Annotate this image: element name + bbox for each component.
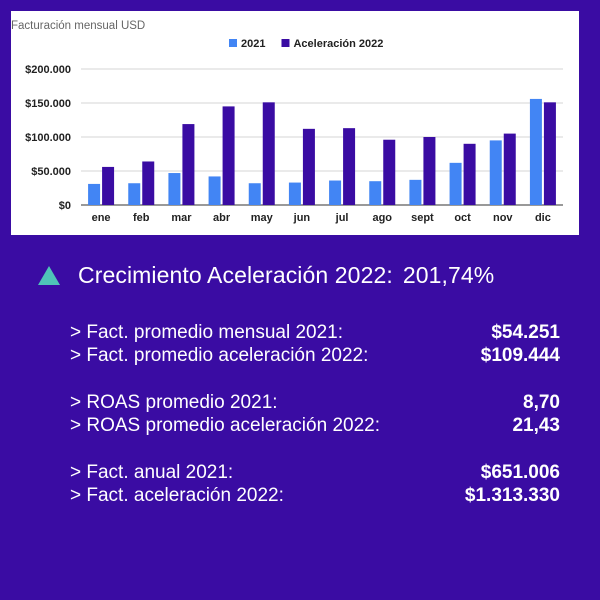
bar: [168, 173, 181, 205]
headline-value: 201,74%: [402, 261, 495, 288]
legend-swatch: [281, 39, 290, 47]
bar: [489, 140, 502, 205]
stat-group-roas: > ROAS promedio 2021: 8,70 > ROAS promed…: [70, 392, 560, 438]
bar: [409, 179, 422, 205]
bar: [529, 98, 542, 205]
stat-value: $651.006: [480, 462, 560, 483]
bar: [142, 161, 155, 205]
bar: [383, 139, 396, 205]
stat-label: > Fact. promedio mensual 2021:: [70, 322, 344, 343]
stat-value: $1.313.330: [464, 485, 560, 506]
bar: [423, 137, 436, 205]
bar: [503, 133, 516, 205]
bar: [343, 128, 356, 205]
x-tick-label: dic: [535, 212, 551, 224]
legend-label: Aceleración 2022: [293, 38, 383, 50]
stat-value: $54.251: [491, 322, 560, 343]
bar: [288, 182, 301, 205]
legend-swatch: [229, 39, 237, 47]
x-tick-label: sept: [411, 212, 434, 224]
bar: [449, 162, 462, 205]
stat-group-average-billing: > Fact. promedio mensual 2021: $54.251 >…: [70, 322, 560, 368]
y-tick-label: $150.000: [25, 98, 71, 110]
y-tick-label: $0: [59, 200, 71, 212]
x-tick-label: oct: [454, 212, 471, 224]
bar: [182, 124, 195, 205]
stat-label: > ROAS promedio 2021:: [70, 392, 278, 413]
x-tick-label: nov: [493, 212, 513, 224]
legend-label: 2021: [241, 38, 265, 50]
stat-value: 21,43: [512, 415, 560, 436]
bar: [128, 183, 141, 205]
bar-chart: Facturación mensual USD 2021 Aceleración 2…: [11, 20, 563, 224]
bar: [102, 166, 115, 205]
bar: [88, 183, 101, 205]
y-tick-label: $50.000: [31, 166, 71, 178]
y-tick-label: $200.000: [25, 64, 71, 76]
stat-label: > ROAS promedio aceleración 2022:: [70, 415, 380, 436]
bar: [262, 102, 275, 205]
headline-title: Crecimiento Aceleración 2022:: [78, 261, 393, 288]
bar: [208, 176, 221, 205]
bar: [248, 183, 261, 205]
stats-list: > Fact. promedio mensual 2021: $54.251 >…: [70, 322, 560, 532]
bar: [463, 143, 476, 205]
bar: [302, 128, 315, 205]
chart-card: Facturación mensual USD 2021 Aceleración 2…: [11, 11, 579, 235]
bar: [222, 106, 235, 205]
x-tick-label: mar: [171, 212, 192, 224]
x-tick-label: feb: [133, 212, 150, 224]
stat-value: 8,70: [523, 392, 560, 413]
bar: [329, 180, 342, 205]
y-tick-label: $100.000: [25, 132, 71, 144]
x-tick-label: may: [251, 212, 274, 224]
stat-row: > Fact. aceleración 2022: $1.313.330: [70, 485, 560, 508]
stat-label: > Fact. promedio aceleración 2022:: [70, 345, 369, 366]
bar: [369, 181, 382, 205]
bar: [543, 102, 556, 205]
stat-row: > Fact. promedio mensual 2021: $54.251: [70, 322, 560, 345]
stat-value: $109.444: [480, 345, 560, 366]
stat-row: > Fact. promedio aceleración 2022: $109.…: [70, 345, 560, 368]
x-tick-label: abr: [213, 212, 231, 224]
stat-row: > ROAS promedio aceleración 2022: 21,43: [70, 415, 560, 438]
x-tick-label: ago: [372, 212, 392, 224]
stat-row: > Fact. anual 2021: $651.006: [70, 462, 560, 485]
growth-headline: Crecimiento Aceleración 2022: 201,74%: [38, 255, 578, 295]
stat-label: > Fact. anual 2021:: [70, 462, 234, 483]
triangle-up-icon: [38, 265, 60, 285]
stat-label: > Fact. aceleración 2022:: [70, 485, 284, 506]
x-tick-label: jul: [335, 212, 349, 224]
stat-row: > ROAS promedio 2021: 8,70: [70, 392, 560, 415]
x-tick-label: ene: [92, 212, 111, 224]
stat-group-annual-billing: > Fact. anual 2021: $651.006 > Fact. ace…: [70, 462, 560, 508]
chart-title: Facturación mensual USD: [11, 20, 145, 32]
x-tick-label: jun: [293, 212, 311, 224]
